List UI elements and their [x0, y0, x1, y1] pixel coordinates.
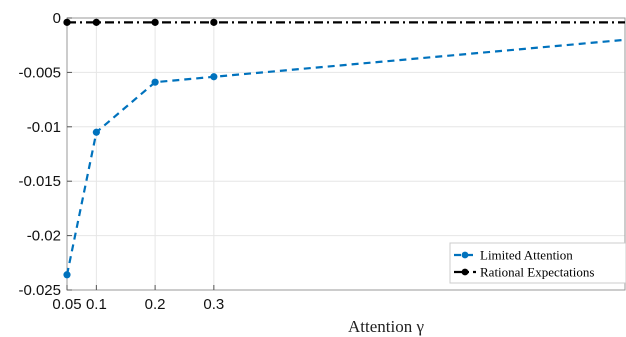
data-point: [151, 78, 159, 86]
y-tick-label: -0.02: [27, 228, 61, 245]
x-axis-title: Attention γ: [348, 317, 424, 336]
data-point: [151, 18, 159, 26]
plot-frame: [66, 17, 626, 291]
y-axis-ticks: 0 -0.005 -0.01 -0.015 -0.02 -0.025: [18, 10, 72, 299]
y-tick-label: -0.025: [18, 282, 61, 299]
y-tick-label: 0: [53, 10, 61, 27]
x-tick-label: 0.05: [52, 296, 81, 313]
legend-box: [449, 242, 626, 284]
x-tick-label: 0.2: [145, 296, 166, 313]
data-point: [92, 128, 100, 136]
x-axis-ticks: 0.05 0.1 0.2 0.3: [52, 285, 224, 313]
data-point: [63, 18, 71, 26]
legend-label: Limited Attention: [480, 248, 573, 263]
series-0: [63, 38, 626, 279]
y-tick-label: -0.015: [18, 173, 61, 190]
data-point: [92, 18, 100, 26]
y-tick-label: -0.01: [27, 119, 61, 136]
data-point: [210, 18, 218, 26]
data-point: [210, 73, 218, 81]
series-1: [63, 18, 625, 26]
series-group: [63, 18, 626, 279]
legend: Limited Attention Rational Expectations: [449, 242, 626, 284]
x-tick-label: 0.1: [86, 296, 107, 313]
legend-label: Rational Expectations: [480, 265, 594, 280]
x-tick-label: 0.3: [203, 296, 224, 313]
data-point: [63, 271, 71, 279]
legend-swatch-marker: [461, 251, 469, 259]
series-line: [65, 38, 626, 276]
legend-swatch-marker: [461, 268, 469, 276]
y-tick-label: -0.005: [18, 64, 61, 81]
